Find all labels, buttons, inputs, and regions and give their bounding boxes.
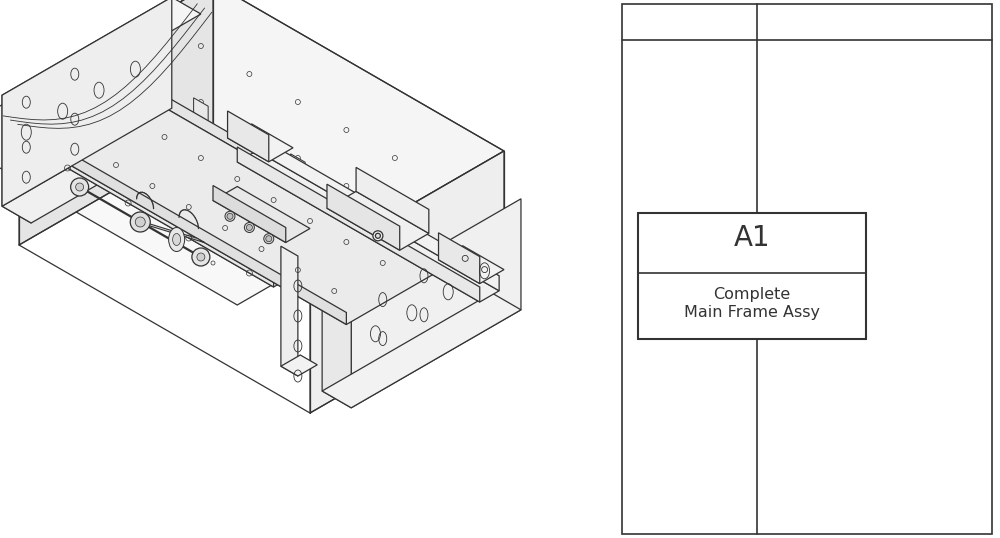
Polygon shape [351,199,521,408]
Circle shape [373,231,383,241]
Polygon shape [228,111,269,162]
Circle shape [264,233,274,244]
Circle shape [266,236,272,242]
Polygon shape [213,186,286,243]
Circle shape [246,224,252,230]
Polygon shape [194,98,208,197]
Ellipse shape [169,228,185,251]
Circle shape [375,233,380,238]
Polygon shape [228,124,293,162]
Polygon shape [2,0,201,112]
Bar [622,4,992,534]
Polygon shape [55,101,443,324]
Polygon shape [55,129,283,260]
Polygon shape [281,355,317,376]
Polygon shape [55,150,293,287]
Polygon shape [2,0,172,206]
Polygon shape [2,95,31,223]
Bar [638,213,866,339]
Polygon shape [327,184,400,250]
Polygon shape [55,145,346,324]
Polygon shape [322,293,521,408]
Circle shape [135,217,145,227]
Polygon shape [439,246,504,284]
Polygon shape [281,246,298,376]
Polygon shape [0,95,310,305]
Circle shape [244,223,254,232]
Text: A1: A1 [734,224,770,252]
Circle shape [197,253,205,261]
Circle shape [76,183,84,191]
Polygon shape [2,108,201,223]
Polygon shape [152,88,443,268]
Circle shape [71,178,89,196]
Polygon shape [310,151,504,413]
Polygon shape [327,192,429,250]
Text: Complete
Main Frame Assy: Complete Main Frame Assy [684,287,820,320]
Polygon shape [137,220,205,243]
Polygon shape [55,146,274,287]
Polygon shape [439,233,480,284]
Circle shape [192,248,210,266]
Polygon shape [194,180,225,197]
Polygon shape [213,187,310,243]
Polygon shape [257,136,499,291]
Polygon shape [19,0,213,245]
Polygon shape [322,280,351,408]
Polygon shape [356,167,429,233]
Circle shape [130,212,150,232]
Circle shape [227,213,233,220]
Polygon shape [237,151,499,302]
Polygon shape [291,154,305,254]
Ellipse shape [173,233,181,245]
Circle shape [225,211,235,221]
Polygon shape [237,147,480,302]
Polygon shape [19,0,504,263]
Polygon shape [291,236,322,254]
